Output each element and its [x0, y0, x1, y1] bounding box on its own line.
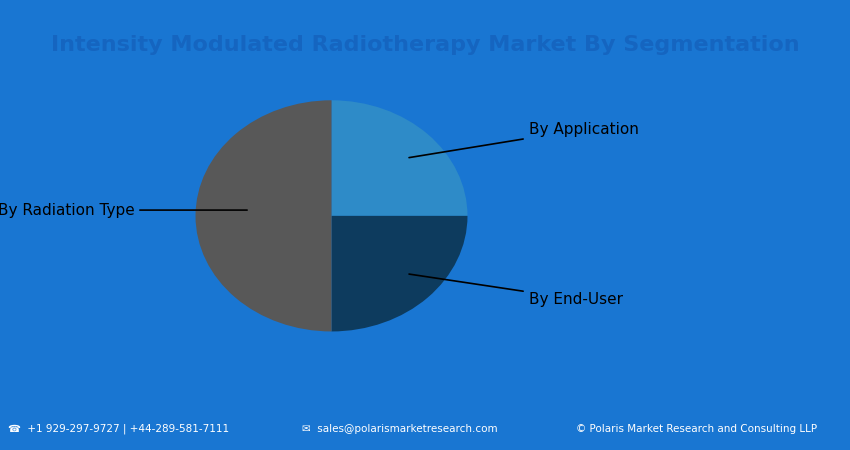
Wedge shape — [332, 100, 468, 216]
Text: By Application: By Application — [409, 122, 638, 158]
Wedge shape — [196, 100, 332, 332]
Wedge shape — [332, 216, 468, 332]
Text: © Polaris Market Research and Consulting LLP: © Polaris Market Research and Consulting… — [576, 423, 818, 434]
Text: By Radiation Type: By Radiation Type — [0, 202, 247, 218]
Text: By End-User: By End-User — [409, 274, 623, 306]
Text: ✉  sales@polarismarketresearch.com: ✉ sales@polarismarketresearch.com — [302, 423, 497, 434]
Text: ☎  +1 929-297-9727 | +44-289-581-7111: ☎ +1 929-297-9727 | +44-289-581-7111 — [8, 423, 230, 434]
Text: Intensity Modulated Radiotherapy Market By Segmentation: Intensity Modulated Radiotherapy Market … — [51, 35, 799, 54]
